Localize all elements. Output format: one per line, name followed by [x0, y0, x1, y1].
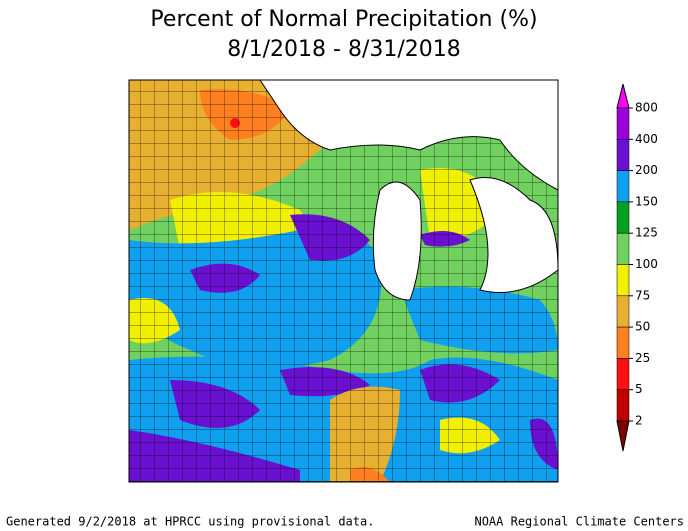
legend-swatch — [616, 295, 630, 328]
footer-right: NOAA Regional Climate Centers — [474, 515, 684, 529]
legend-swatch — [616, 232, 630, 265]
legend-label: 800 — [635, 101, 658, 115]
footer-left: Generated 9/2/2018 at HPRCC using provis… — [6, 515, 374, 529]
legend-label: 125 — [635, 226, 658, 240]
subtitle: 8/1/2018 - 8/31/2018 — [227, 37, 461, 62]
legend-arrow-bottom — [616, 420, 630, 452]
legend-label: 150 — [635, 194, 658, 208]
lake-superior — [259, 80, 558, 191]
precip-map — [129, 80, 558, 482]
legend-swatch — [616, 201, 630, 234]
legend-label: 400 — [635, 132, 658, 146]
legend-swatch — [616, 170, 630, 203]
legend-swatch — [616, 107, 630, 140]
legend-label: 5 — [635, 382, 643, 396]
legend-swatch — [616, 264, 630, 297]
title: Percent of Normal Precipitation (%) — [150, 7, 537, 32]
legend-label: 75 — [635, 288, 650, 302]
legend-label: 100 — [635, 257, 658, 271]
legend-swatch — [616, 358, 630, 390]
legend-swatch — [616, 326, 630, 359]
map-border — [128, 79, 559, 483]
legend: 800 400 200 150 125 100 75 50 25 5 2 — [616, 83, 658, 452]
lake-michigan — [372, 181, 422, 301]
legend-label: 2 — [635, 414, 643, 428]
legend-swatch — [616, 139, 630, 171]
legend-swatch — [616, 389, 630, 422]
legend-label: 25 — [635, 351, 650, 365]
legend-label: 50 — [635, 320, 650, 334]
legend-label: 200 — [635, 163, 658, 177]
legend-arrow-top — [616, 83, 630, 109]
